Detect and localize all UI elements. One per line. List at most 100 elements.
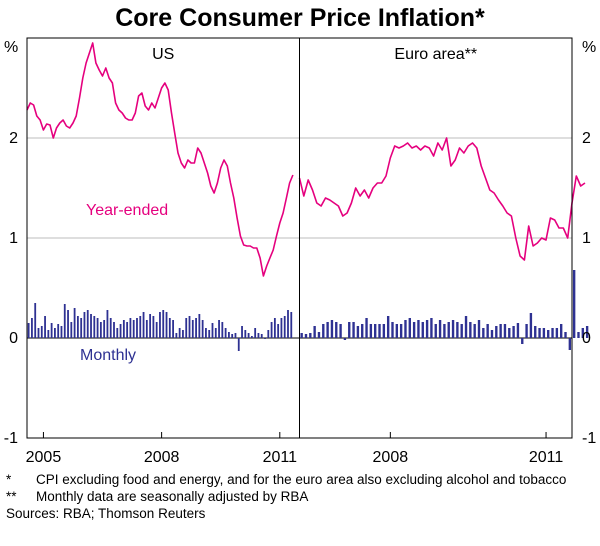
panel1-monthly-bar xyxy=(113,322,115,338)
ytick-left-1: 0 xyxy=(9,330,18,347)
panel2-monthly-bar xyxy=(434,324,437,338)
ytick-left-0: -1 xyxy=(4,430,18,447)
panel1-monthly-bar xyxy=(93,316,96,338)
panel2-monthly-bar xyxy=(443,324,446,338)
panel1-monthly-bar xyxy=(73,308,76,338)
panel2-monthly-bar xyxy=(382,324,386,338)
panel2-monthly-bar xyxy=(451,320,455,338)
panel1-monthly-bar xyxy=(165,312,168,338)
panel2-monthly-bar xyxy=(417,320,420,338)
panel2-monthly-bar xyxy=(356,326,360,338)
panel1-monthly-bar xyxy=(273,318,276,338)
panel1-monthly-bar xyxy=(106,310,109,338)
panel2-monthly-bar xyxy=(361,324,364,338)
panel1-monthly-bar xyxy=(109,318,112,338)
ytick-right-2: 1 xyxy=(582,230,591,247)
panel1-monthly-bar xyxy=(145,320,148,338)
footnotes: * CPI excluding food and energy, and for… xyxy=(6,471,596,522)
panel2-monthly-bar xyxy=(482,328,485,338)
panel2-monthly-bar xyxy=(304,334,308,338)
panel1-monthly-bar xyxy=(116,328,119,338)
panel1-monthly-bar xyxy=(191,320,194,338)
panel2-monthly-bar xyxy=(317,332,321,338)
panel2-monthly-bar xyxy=(460,324,463,338)
panel2-monthly-bar xyxy=(330,320,334,338)
panel2-monthly-bar xyxy=(348,322,351,338)
panel1-monthly-bar xyxy=(185,318,188,338)
panel2-monthly-bar xyxy=(369,324,373,338)
footnote-1: * CPI excluding food and energy, and for… xyxy=(6,471,596,488)
panel2-monthly-bar xyxy=(572,270,576,338)
ytick-left-2: 1 xyxy=(9,230,18,247)
series-label-monthly: Monthly xyxy=(80,347,136,364)
panel2-monthly-bar xyxy=(581,328,585,338)
panel1-monthly-bar xyxy=(37,328,40,338)
panel1-monthly-bar xyxy=(67,310,69,338)
panel1-monthly-bar xyxy=(142,312,145,338)
panel2-monthly-bar xyxy=(447,322,450,338)
panel1-xtick-label-2: 2011 xyxy=(263,449,298,466)
series-label-year-ended: Year-ended xyxy=(86,202,168,219)
panel1-monthly-bar xyxy=(208,330,211,338)
panel1-monthly-bar xyxy=(234,333,237,338)
panel2-monthly-bar xyxy=(577,332,580,338)
panel1-monthly-bar xyxy=(218,320,220,338)
sources: Sources: RBA; Thomson Reuters xyxy=(6,506,206,521)
panel1-monthly-bar xyxy=(221,322,224,338)
panel2-monthly-bar xyxy=(529,313,533,338)
panel1-monthly-bar xyxy=(172,320,174,338)
panel2-monthly-bar xyxy=(503,324,507,338)
chart-title: Core Consumer Price Inflation* xyxy=(115,4,485,32)
panel1-monthly-bar xyxy=(277,324,280,338)
panel2-monthly-bar xyxy=(559,324,563,338)
panel1-monthly-bar xyxy=(27,323,30,338)
panel2-monthly-bar xyxy=(339,324,342,338)
panel1-monthly-bar xyxy=(86,310,89,338)
panel1-monthly-bar xyxy=(264,338,266,339)
panel2-monthly-bar xyxy=(585,326,589,338)
panel2-monthly-bar xyxy=(490,330,494,338)
panel1-monthly-bar xyxy=(63,304,66,338)
panel2-monthly-bar xyxy=(343,338,347,340)
panel1-monthly-bar xyxy=(228,332,230,338)
panel2-monthly-bar xyxy=(456,322,459,338)
panel2-monthly-bar xyxy=(534,326,537,338)
panel1-monthly-bar xyxy=(47,330,50,338)
panel1-monthly-bar xyxy=(76,316,79,338)
panel1-monthly-bar xyxy=(57,324,60,338)
panel1-monthly-bar xyxy=(44,316,46,338)
panel1-monthly-bar xyxy=(205,328,207,338)
panel2-monthly-bar xyxy=(391,322,394,338)
panel1-monthly-bar xyxy=(83,312,86,338)
panel2-xtick-label-1: 2011 xyxy=(529,449,564,466)
panel1-monthly-bar xyxy=(237,338,240,351)
panel1-monthly-bar xyxy=(31,318,33,338)
panel2-monthly-bar xyxy=(322,324,325,338)
panel1-monthly-bar xyxy=(119,324,122,338)
ytick-right-3: 2 xyxy=(582,130,591,147)
panel1-monthly-bar xyxy=(270,322,273,338)
footnote-2-mark: ** xyxy=(6,489,17,504)
panel1-monthly-bar xyxy=(254,328,257,338)
panel2-monthly-bar xyxy=(551,328,554,338)
panel2-monthly-bar xyxy=(386,316,390,338)
panel2-monthly-bar xyxy=(300,333,303,338)
panel1-monthly-bar xyxy=(152,316,155,338)
panel2-monthly-bar xyxy=(516,323,520,338)
panel2-monthly-bar xyxy=(309,333,312,338)
unit-label-right: % xyxy=(582,39,596,56)
panel1-monthly-bar xyxy=(188,316,191,338)
panel2-monthly-bar xyxy=(547,330,550,338)
panel1-title: US xyxy=(152,46,174,63)
panel1-monthly-bar xyxy=(54,328,56,338)
panel1-monthly-bar xyxy=(257,333,260,338)
panel2-monthly-bar xyxy=(421,322,424,338)
panel2-monthly-bar xyxy=(486,324,489,338)
panel2-monthly-bar xyxy=(469,322,472,338)
panel1-monthly-bar xyxy=(290,312,293,338)
ytick-right-1: 0 xyxy=(582,330,591,347)
panel1-monthly-bar xyxy=(155,322,158,338)
panel1-monthly-bar xyxy=(80,318,83,338)
panel2-monthly-bar xyxy=(425,320,429,338)
panel1-monthly-bar xyxy=(224,328,227,338)
